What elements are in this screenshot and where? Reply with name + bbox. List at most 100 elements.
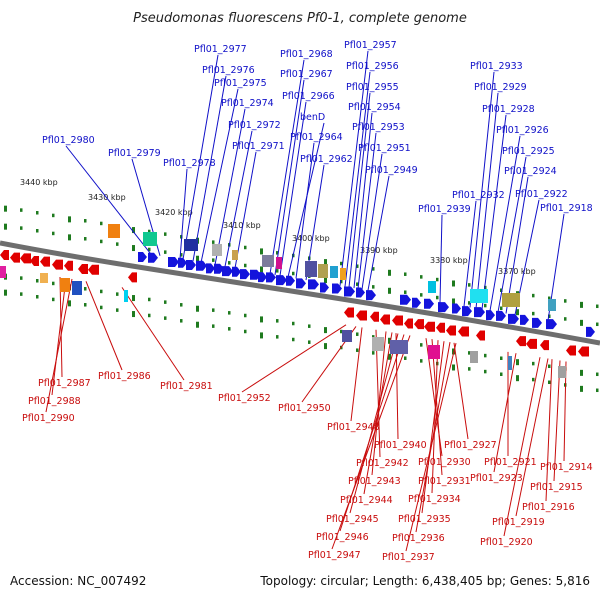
gene-label-top[interactable]: Pfl01_2928	[482, 104, 535, 115]
forward-gene-arrow[interactable]	[148, 252, 158, 263]
gene-label-top[interactable]: Pfl01_2980	[42, 135, 95, 146]
reverse-gene-arrow[interactable]	[40, 256, 50, 267]
forward-gene-arrow[interactable]	[332, 283, 342, 294]
forward-gene-arrow[interactable]	[186, 260, 196, 271]
forward-gene-arrow[interactable]	[508, 313, 519, 324]
reverse-gene-arrow[interactable]	[78, 264, 88, 275]
forward-gene-arrow[interactable]	[266, 272, 276, 283]
gene-label-top[interactable]: Pfl01_2949	[365, 165, 418, 176]
gene-label-top[interactable]: Pfl01_2926	[496, 125, 549, 136]
reverse-gene-arrow[interactable]	[380, 314, 390, 325]
gene-label-top[interactable]: Pfl01_2939	[418, 204, 471, 215]
reverse-gene-arrow[interactable]	[540, 340, 549, 351]
forward-gene-arrow[interactable]	[452, 303, 461, 314]
forward-gene-arrow[interactable]	[412, 297, 421, 308]
gene-label-bottom[interactable]: Pfl01_2920	[480, 537, 533, 548]
gene-label-top[interactable]: Pfl01_2979	[108, 148, 161, 159]
forward-gene-arrow[interactable]	[356, 287, 365, 298]
gene-label-bottom[interactable]: Pfl01_2987	[38, 378, 91, 389]
gene-label-bottom[interactable]: Pfl01_2927	[444, 440, 497, 451]
forward-gene-arrow[interactable]	[344, 286, 355, 297]
reverse-gene-arrow[interactable]	[476, 330, 485, 341]
gene-label-top[interactable]: Pfl01_2972	[228, 120, 281, 131]
gene-label-bottom[interactable]: Pfl01_2945	[326, 514, 379, 525]
forward-gene-arrow[interactable]	[214, 263, 224, 274]
reverse-gene-arrow[interactable]	[356, 310, 367, 321]
gene-label-top[interactable]: Pfl01_2953	[352, 122, 405, 133]
forward-gene-arrow[interactable]	[520, 314, 529, 325]
forward-gene-arrow[interactable]	[586, 326, 595, 337]
forward-gene-arrow[interactable]	[222, 266, 233, 277]
reverse-gene-arrow[interactable]	[516, 336, 526, 347]
gene-label-top[interactable]: Pfl01_2925	[502, 146, 555, 157]
gene-label-bottom[interactable]: Pfl01_2931	[418, 476, 471, 487]
forward-gene-arrow[interactable]	[462, 306, 472, 317]
gene-label-bottom[interactable]: Pfl01_2944	[340, 495, 393, 506]
forward-gene-arrow[interactable]	[474, 307, 485, 318]
gene-label-top[interactable]: Pfl01_2922	[515, 189, 568, 200]
gene-label-top[interactable]: Pfl01_2964	[290, 132, 343, 143]
reverse-gene-arrow[interactable]	[578, 346, 589, 357]
forward-gene-arrow[interactable]	[400, 294, 411, 305]
forward-gene-arrow[interactable]	[486, 310, 495, 321]
forward-gene-arrow[interactable]	[320, 282, 329, 293]
forward-gene-arrow[interactable]	[240, 269, 250, 280]
gene-label-top[interactable]: Pfl01_2977	[194, 44, 247, 55]
gene-label-bottom[interactable]: Pfl01_2946	[316, 532, 369, 543]
gene-label-bottom[interactable]: Pfl01_2937	[382, 552, 435, 563]
forward-gene-arrow[interactable]	[138, 252, 147, 263]
gene-label-top[interactable]: Pfl01_2929	[474, 82, 527, 93]
gene-label-bottom[interactable]: Pfl01_2921	[484, 457, 537, 468]
gene-label-top[interactable]: Pfl01_2975	[214, 78, 267, 89]
gene-label-top[interactable]: Pfl01_2956	[346, 61, 399, 72]
forward-gene-arrow[interactable]	[532, 317, 542, 328]
reverse-gene-arrow[interactable]	[64, 260, 73, 271]
gene-label-bottom[interactable]: Pfl01_2940	[374, 440, 427, 451]
reverse-gene-arrow[interactable]	[88, 264, 99, 275]
gene-label-bottom[interactable]: Pfl01_2919	[492, 517, 545, 528]
gene-label-bottom[interactable]: Pfl01_2942	[356, 458, 409, 469]
reverse-gene-arrow[interactable]	[370, 311, 379, 322]
reverse-gene-arrow[interactable]	[526, 338, 537, 349]
forward-gene-arrow[interactable]	[258, 272, 267, 283]
gene-label-bottom[interactable]: Pfl01_2915	[530, 482, 583, 493]
gene-label-top[interactable]: Pfl01_2951	[358, 143, 411, 154]
gene-label-bottom[interactable]: Pfl01_2986	[98, 371, 151, 382]
reverse-gene-arrow[interactable]	[458, 326, 469, 337]
gene-label-bottom[interactable]: Pfl01_2930	[418, 457, 471, 468]
reverse-gene-arrow[interactable]	[20, 253, 31, 264]
gene-label-bottom[interactable]: Pfl01_2981	[160, 381, 213, 392]
forward-gene-arrow[interactable]	[178, 257, 187, 268]
forward-gene-arrow[interactable]	[546, 319, 557, 330]
gene-label-bottom[interactable]: Pfl01_2934	[408, 494, 461, 505]
gene-label-bottom[interactable]: Pfl01_2990	[22, 413, 75, 424]
gene-label-top[interactable]: Pfl01_2978	[163, 158, 216, 169]
gene-label-bottom[interactable]: Pfl01_2950	[278, 403, 331, 414]
reverse-gene-arrow[interactable]	[0, 250, 9, 260]
forward-gene-arrow[interactable]	[496, 310, 506, 321]
reverse-gene-arrow[interactable]	[392, 315, 403, 326]
reverse-gene-arrow[interactable]	[30, 256, 39, 267]
forward-gene-arrow[interactable]	[308, 279, 319, 290]
gene-label-top[interactable]: Pfl01_2955	[346, 82, 399, 93]
gene-label-top[interactable]: Pfl01_2966	[282, 91, 335, 102]
forward-gene-arrow[interactable]	[206, 263, 215, 274]
reverse-gene-arrow[interactable]	[128, 272, 137, 283]
reverse-gene-arrow[interactable]	[414, 319, 424, 330]
gene-label-top[interactable]: Pfl01_2957	[344, 40, 397, 51]
gene-label-top[interactable]: Pfl01_2967	[280, 69, 333, 80]
gene-label-top[interactable]: Pfl01_2968	[280, 49, 333, 60]
gene-label-bottom[interactable]: Pfl01_2923	[470, 473, 523, 484]
gene-label-top[interactable]: Pfl01_2962	[300, 154, 353, 165]
reverse-gene-arrow[interactable]	[52, 259, 63, 270]
gene-label-top[interactable]: Pfl01_2932	[452, 190, 505, 201]
gene-labels[interactable]: Pfl01_2977 Pfl01_2976 Pfl01_2975 Pfl01_2974…	[22, 40, 593, 563]
reverse-gene-arrow[interactable]	[10, 252, 20, 263]
gene-label-top[interactable]: Pfl01_2924	[504, 166, 557, 177]
gene-label-bottom[interactable]: Pfl01_2943	[348, 476, 401, 487]
gene-label-bottom[interactable]: Pfl01_2916	[522, 502, 575, 513]
gene-label-top[interactable]: benD	[300, 112, 325, 123]
reverse-gene-arrow[interactable]	[344, 307, 354, 318]
reverse-gene-arrow[interactable]	[566, 345, 576, 356]
gene-label-top[interactable]: Pfl01_2971	[232, 141, 285, 152]
